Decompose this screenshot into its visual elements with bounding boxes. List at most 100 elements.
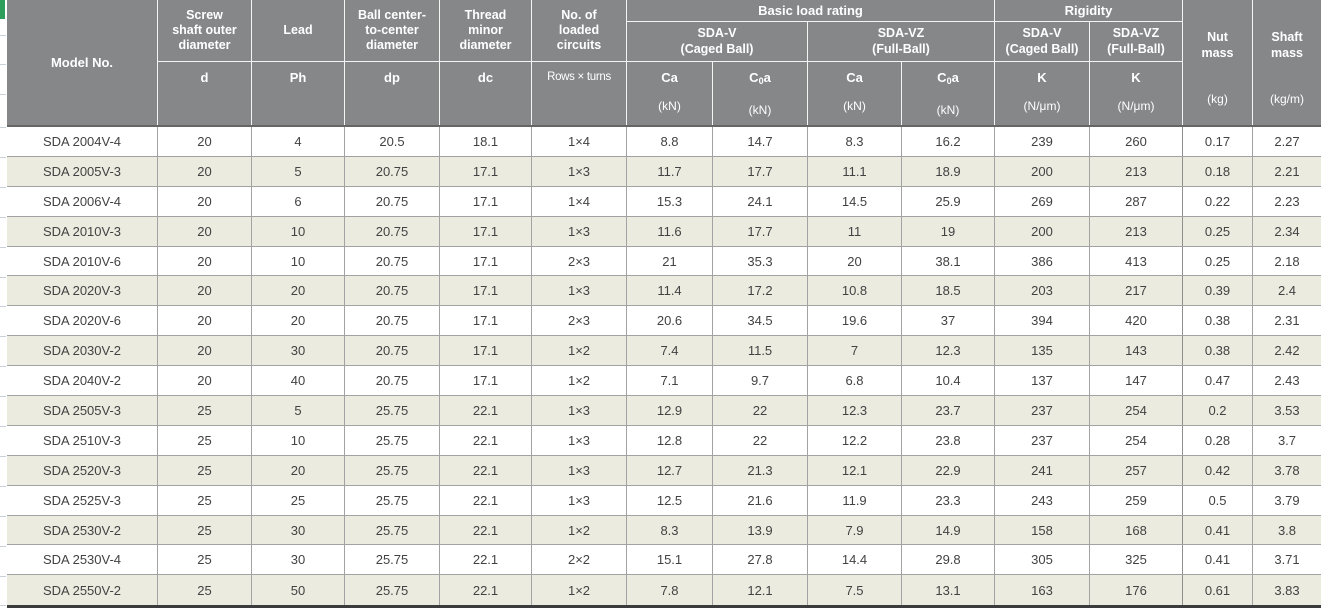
cell-nut-mass: 0.42 <box>1183 455 1253 485</box>
cell-dp: 25.75 <box>345 545 440 575</box>
cell-circuits: 1×2 <box>532 366 627 396</box>
subgroup-sda-v-caged-ball: SDA-V (Caged Ball) <box>627 22 808 62</box>
cell-d: 20 <box>158 246 252 276</box>
cell-circuits: 1×3 <box>532 156 627 186</box>
cell-dp: 25.75 <box>345 425 440 455</box>
cell-ca-sda-vz: 7 <box>808 336 902 366</box>
cell-c0a-sda-vz: 13.1 <box>902 575 995 606</box>
cell-circuits: 1×4 <box>532 127 627 156</box>
cell-d: 25 <box>158 485 252 515</box>
cell-ca-sda-vz: 19.6 <box>808 306 902 336</box>
cell-k-sda-vz: 147 <box>1090 366 1183 396</box>
cell-shaft-mass: 3.8 <box>1277 522 1297 538</box>
cell-k-sda-vz: 413 <box>1090 246 1183 276</box>
cell-k-sda-v: 386 <box>995 246 1090 276</box>
cell-c0a-sda-v: 13.9 <box>713 515 808 545</box>
unit-kn: (kN) <box>658 99 681 113</box>
page-edge-green-mark <box>0 0 5 19</box>
cell-d: 25 <box>158 515 252 545</box>
unit-n-per-um: (N/μm) <box>1117 99 1155 113</box>
cell-model-no: SDA 2010V-6 <box>7 246 158 276</box>
table-row: SDA 2030V-2 20 30 20.75 17.1 1×2 7.4 11.… <box>7 336 1321 367</box>
header-col-thread-minor-diameter: Thread minor diameter dc <box>440 0 532 125</box>
symbol-dp: dp <box>384 70 400 85</box>
cell-dc: 22.1 <box>440 425 532 455</box>
cell-nut-mass: 0.38 <box>1183 336 1253 366</box>
cell-ph: 25 <box>252 485 345 515</box>
ruler-tick-marks <box>0 0 7 610</box>
cell-c0a-sda-vz: 10.4 <box>902 366 995 396</box>
cell-dc: 22.1 <box>440 455 532 485</box>
cell-model-no: SDA 2530V-4 <box>7 545 158 575</box>
cell-d: 25 <box>158 425 252 455</box>
cell-model-no: SDA 2510V-3 <box>7 425 158 455</box>
cell-d: 25 <box>158 455 252 485</box>
model-no-label: Model No. <box>50 55 114 70</box>
cell-shaft-mass: 2.27 <box>1274 133 1300 149</box>
col-symbol-cell: d <box>158 62 252 125</box>
cell-c0a-sda-vz: 16.2 <box>902 127 995 156</box>
cell-dp: 20.75 <box>345 156 440 186</box>
cell-k-sda-vz: 287 <box>1090 186 1183 216</box>
group-subheaders: SDA-V (Caged Ball) SDA-VZ (Full-Ball) <box>627 22 995 62</box>
cell-ca-sda-v: 12.8 <box>627 425 713 455</box>
symbol-rows-turns: Rows × turns <box>547 71 611 83</box>
cell-nut-mass: 0.25 <box>1183 246 1253 276</box>
cell-ph: 10 <box>252 425 345 455</box>
col-label: Screw shaft outer diameter <box>158 0 252 62</box>
cell-d: 20 <box>158 366 252 396</box>
unit-kg: (kg) <box>1207 92 1228 106</box>
cell-dp: 20.75 <box>345 366 440 396</box>
cell-shaft-mass: 2.43 <box>1274 373 1300 389</box>
table-row: SDA 2020V-3 20 20 20.75 17.1 1×3 11.4 17… <box>7 276 1321 307</box>
unit-kn: (kN) <box>843 99 866 113</box>
cell-ca-sda-v: 12.7 <box>627 455 713 485</box>
ball-screw-spec-table: Model No. Screw shaft outer diameter d L… <box>7 0 1321 609</box>
table-row: SDA 2510V-3 25 10 25.75 22.1 1×3 12.8 22… <box>7 425 1321 456</box>
cell-k-sda-v: 241 <box>995 455 1090 485</box>
cell-shaft-mass: 3.53 <box>1274 402 1300 418</box>
cell-c0a-sda-vz: 14.9 <box>902 515 995 545</box>
col-label: Shaft mass <box>1271 30 1303 60</box>
subgroup-sda-vz-full-ball: SDA-VZ (Full-Ball) <box>808 22 995 62</box>
col-label: Lead <box>252 0 345 62</box>
cell-dp: 25.75 <box>345 575 440 606</box>
cell-k-sda-vz: 254 <box>1090 396 1183 425</box>
cell-k-sda-vz: 168 <box>1090 515 1183 545</box>
cell-ca-sda-v: 12.9 <box>627 396 713 425</box>
cell-k-sda-vz: 176 <box>1090 575 1183 606</box>
cell-k-sda-vz: 217 <box>1090 276 1183 306</box>
cell-c0a-sda-v: 17.7 <box>713 156 808 186</box>
cell-ca-sda-vz: 12.1 <box>808 455 902 485</box>
cell-k-sda-v: 200 <box>995 216 1090 246</box>
group-subheaders: SDA-V (Caged Ball) SDA-VZ (Full-Ball) <box>995 22 1183 62</box>
table-row: SDA 2004V-4 20 4 20.5 18.1 1×4 8.8 14.7 … <box>7 127 1321 157</box>
table-body: SDA 2004V-4 20 4 20.5 18.1 1×4 8.8 14.7 … <box>7 127 1321 606</box>
symbol-c0a: C0a <box>749 70 771 86</box>
cell-nut-mass: 0.5 <box>1183 485 1253 515</box>
header-group-rigidity: Rigidity SDA-V (Caged Ball) SDA-VZ (Full… <box>995 0 1183 125</box>
cell-ph: 30 <box>252 336 345 366</box>
cell-c0a-sda-v: 22 <box>713 425 808 455</box>
cell-dc: 22.1 <box>440 545 532 575</box>
cell-shaft-mass: 3.79 <box>1274 492 1300 508</box>
header-col-nut-mass: Nut mass (kg) <box>1183 0 1253 125</box>
cell-k-sda-v: 163 <box>995 575 1090 606</box>
group-symbol-row: K (N/μm) K (N/μm) <box>995 62 1183 125</box>
cell-ca-sda-v: 11.4 <box>627 276 713 306</box>
cell-d: 20 <box>158 186 252 216</box>
col-symbol-cell: Ph <box>252 62 345 125</box>
cell-ph: 40 <box>252 366 345 396</box>
cell-k-sda-v: 243 <box>995 485 1090 515</box>
cell-circuits: 2×3 <box>532 306 627 336</box>
cell-c0a-sda-vz: 19 <box>902 216 995 246</box>
symbol-ph: Ph <box>289 70 307 85</box>
cell-dp: 20.75 <box>345 246 440 276</box>
cell-ca-sda-vz: 8.3 <box>808 127 902 156</box>
symbol-ca: Ca <box>661 70 678 85</box>
cell-ph: 5 <box>252 156 345 186</box>
cell-ca-sda-v: 7.8 <box>627 575 713 606</box>
cell-c0a-sda-v: 12.1 <box>713 575 808 606</box>
cell-circuits: 2×3 <box>532 246 627 276</box>
col-symbol-cell: K (N/μm) <box>1090 62 1183 125</box>
